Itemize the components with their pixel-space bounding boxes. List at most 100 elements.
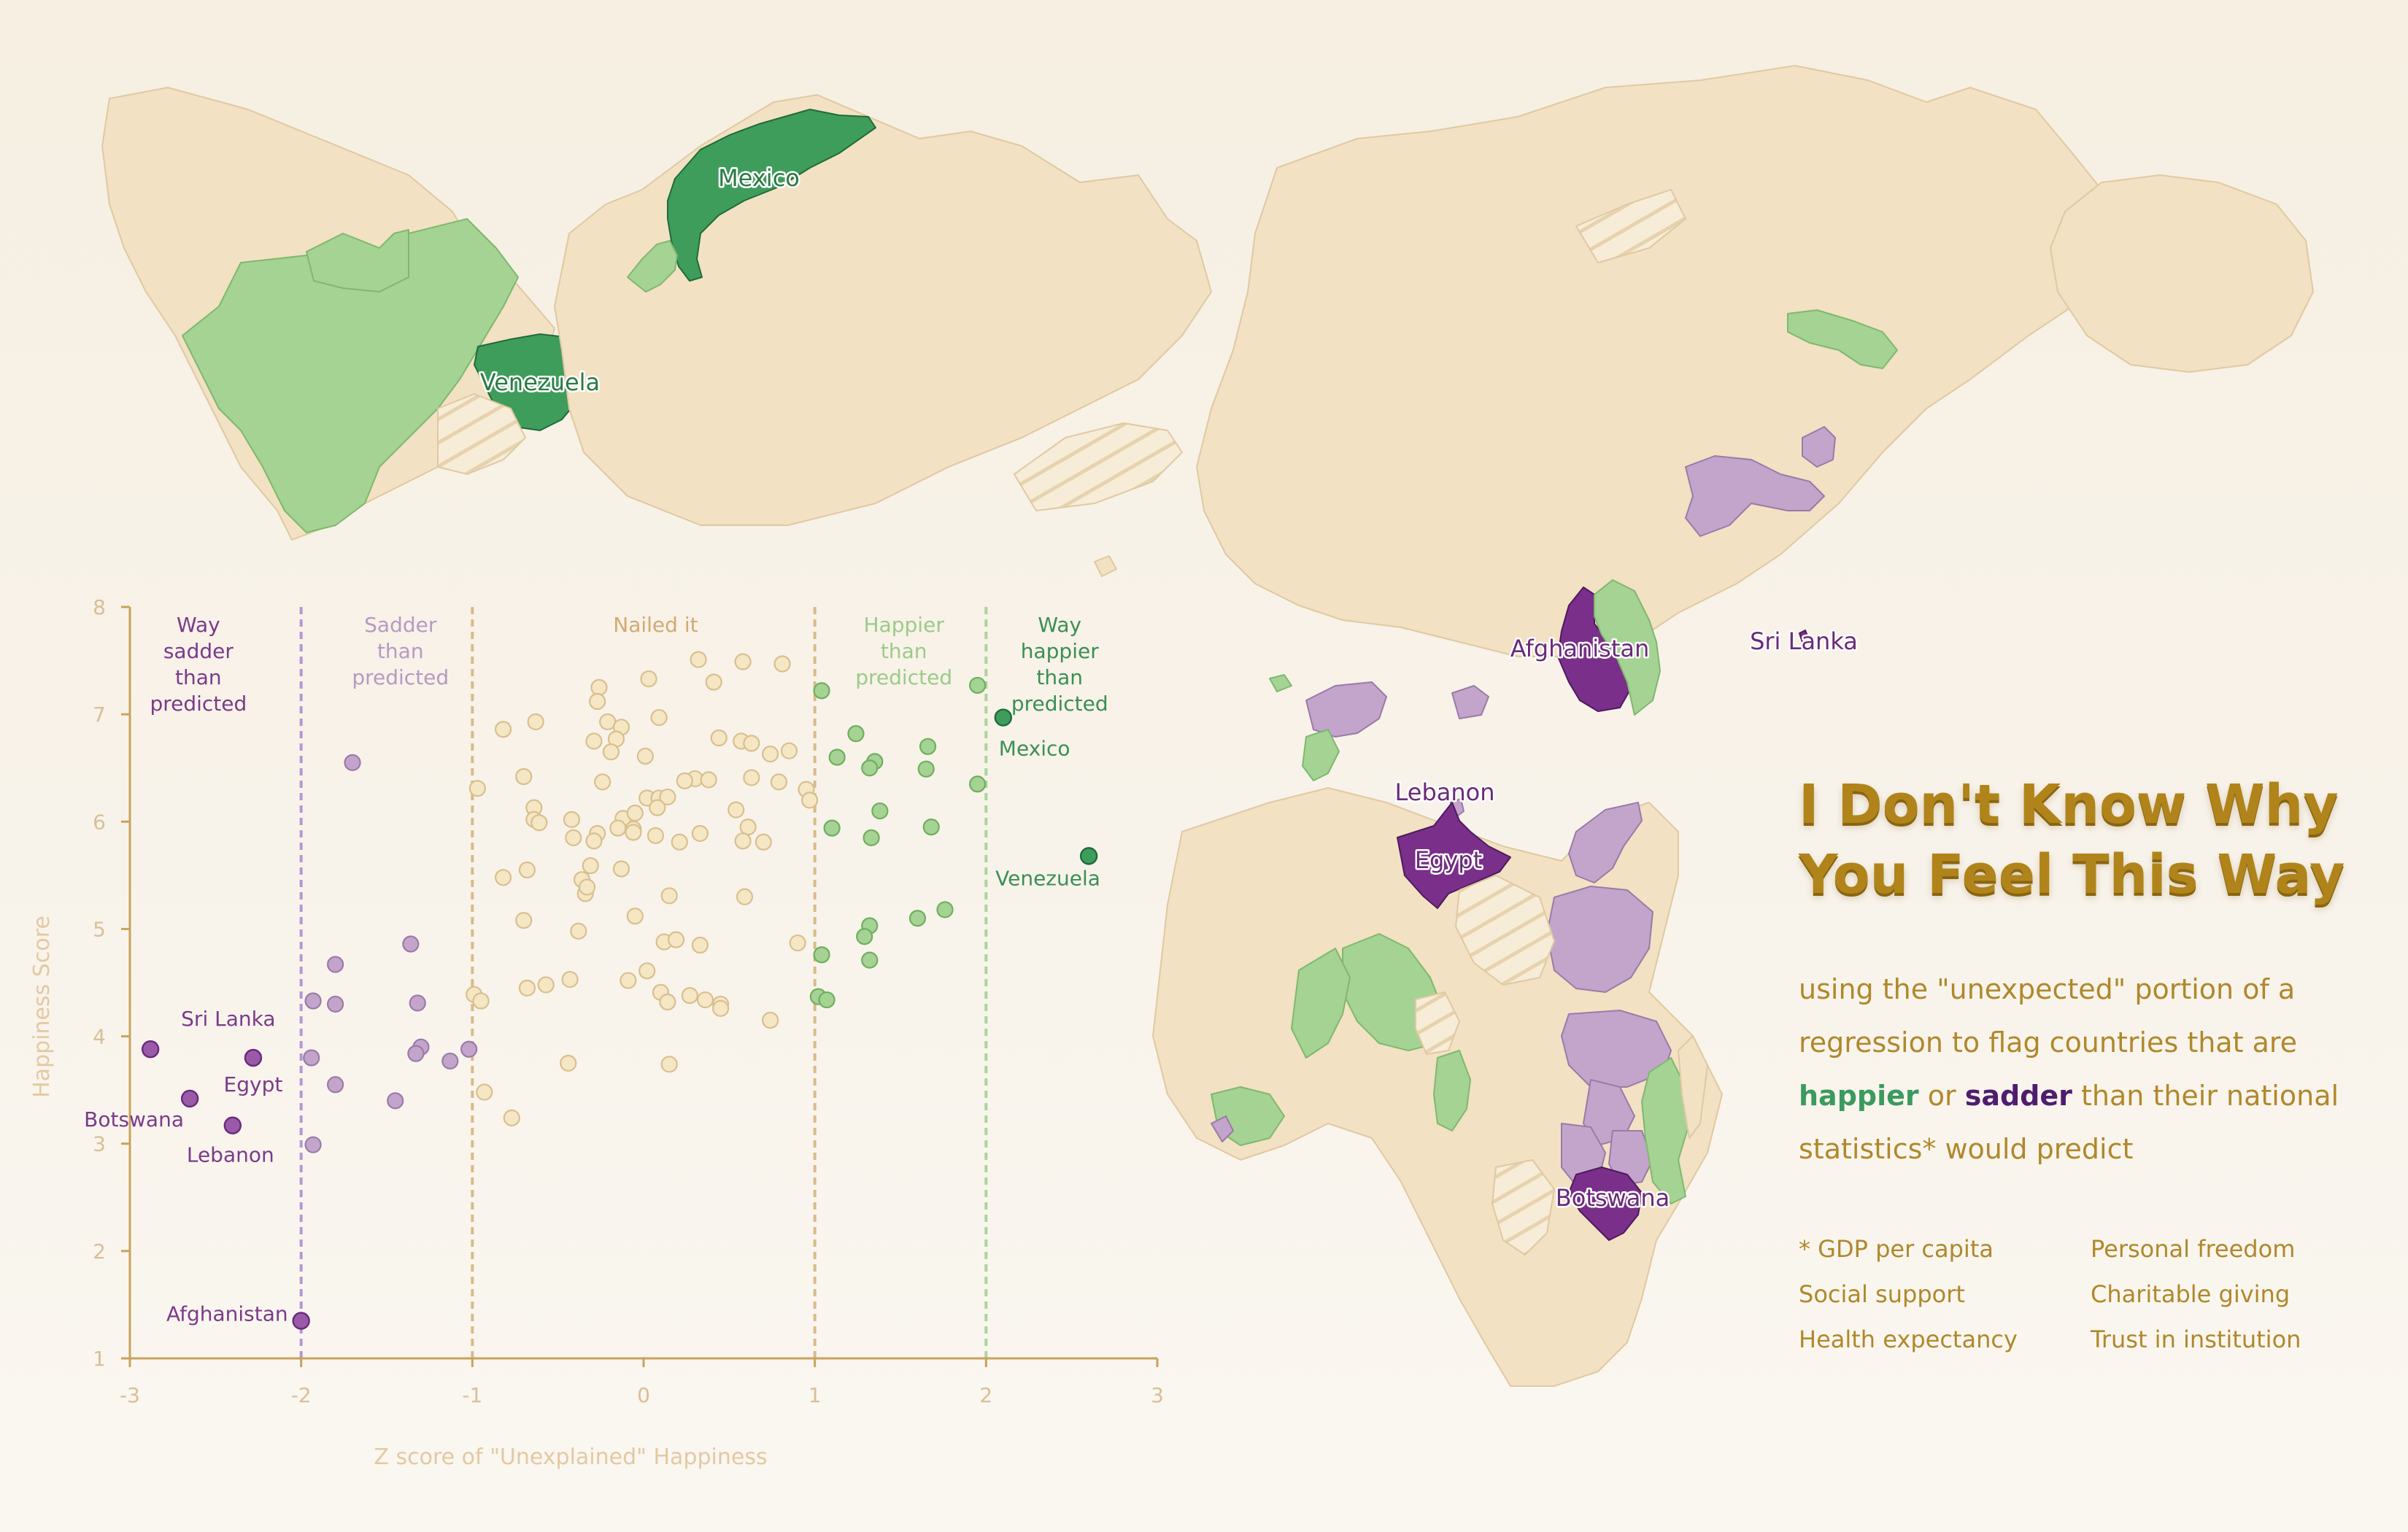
scatter-point-neutral: [736, 888, 754, 905]
scatter-point-neutral: [515, 767, 533, 786]
subtitle-sadder: sadder: [1964, 1080, 2072, 1112]
hatched-region-africa-north: [1455, 875, 1555, 986]
scatter-point-neutral: [612, 860, 630, 878]
scatter-point-neutral: [789, 934, 806, 952]
map-label-sri-lanka: Sri Lanka: [1750, 627, 1858, 655]
point-label: Egypt: [224, 1072, 283, 1096]
map-labels: Mexico Venezuela Afghanistan Sri Lanka L…: [478, 163, 1859, 1214]
country-west-coast-sadder: [1211, 1115, 1234, 1142]
scatter-point-neutral: [649, 799, 666, 816]
x-tick-label: 3: [1151, 1383, 1164, 1407]
zone-label: Way happier than predicted: [1011, 613, 1108, 716]
scatter-point-sadder: [387, 1092, 404, 1110]
scatter-point-neutral: [667, 931, 685, 948]
y-tick-label: 7: [93, 703, 106, 727]
hatched-region-south-america: [437, 393, 526, 475]
scatter-point-neutral: [691, 936, 709, 954]
scatter-point-neutral: [560, 1054, 577, 1072]
scatter-point-neutral: [582, 857, 599, 875]
scatter-point-neutral: [503, 1109, 520, 1127]
country-caucasus-sadder: [1451, 685, 1489, 719]
scatter-point-neutral: [565, 829, 582, 846]
zone-labels: Way sadder than predicted Sadder than predicte…: [150, 613, 1108, 716]
scatter-point-neutral: [626, 804, 644, 822]
scatter-point-neutral: [762, 1011, 779, 1029]
scatter-point-neutral: [681, 987, 698, 1005]
country-egypt: [1397, 802, 1511, 909]
scatter-point-happier: [823, 819, 841, 837]
scatter-point-neutral: [711, 999, 730, 1017]
subtitle: using the "unexpected" portion of a regr…: [1799, 963, 2353, 1176]
scatter-point-neutral: [659, 788, 676, 806]
scatter-point-happier: [936, 901, 954, 918]
scatter-point-sadder: [327, 956, 344, 973]
scatter-point-neutral: [530, 814, 548, 832]
scatter-points: [141, 651, 1098, 1330]
world-map: [101, 65, 2314, 1387]
scatter-point-happier: [922, 819, 940, 836]
scatter-point-neutral: [734, 653, 752, 670]
country-ukraine-sadder: [1305, 681, 1387, 738]
map-label-botswana: Botswana: [1556, 1184, 1670, 1212]
scatter-point-sadder: [327, 1076, 344, 1094]
scatter-point-neutral: [537, 976, 555, 994]
scatter-point-neutral: [589, 692, 606, 711]
y-tick-label: 6: [93, 810, 106, 834]
country-east-africa-sadder: [1546, 886, 1653, 993]
x-axis-title: Z score of "Unexplained" Happiness: [374, 1444, 767, 1470]
title-line-1: I Don't Know Why: [1799, 773, 2339, 836]
y-tick-label: 8: [93, 595, 106, 619]
map-label-mexico: Mexico: [718, 164, 800, 192]
scatter-point-neutral: [762, 745, 779, 763]
scatter-point-sadder: [344, 754, 361, 771]
scatter-point-neutral: [602, 743, 620, 761]
scatter-point-neutral: [590, 678, 608, 696]
point-label: Lebanon: [187, 1143, 274, 1167]
scatter-point-sadder: [407, 1045, 425, 1062]
country-central-asia-happier: [1594, 579, 1661, 716]
scatter-point-neutral: [585, 832, 603, 850]
y-tick-label: 1: [93, 1347, 106, 1371]
scatter-point-neutral: [691, 824, 709, 843]
hatched-region-asia: [1575, 189, 1686, 263]
scatter-point-sadder: [303, 1049, 320, 1067]
y-tick-label: 2: [93, 1239, 106, 1264]
title-line-2: You Feel This Way: [1799, 843, 2345, 906]
country-central-africa-happier: [1433, 1050, 1471, 1131]
x-tick-label: 2: [979, 1383, 992, 1407]
scatter-point-sadder: [304, 992, 322, 1010]
scatter-point-labeled: [292, 1312, 310, 1330]
scatter-point-neutral: [518, 979, 536, 997]
landmass-eurasia: [1196, 65, 2117, 657]
scatter-point-happier: [908, 910, 927, 927]
scatter-point-happier: [818, 991, 836, 1009]
zone-label: Nailed it: [613, 613, 698, 637]
scatter-point-sadder: [441, 1052, 459, 1070]
point-label: Mexico: [999, 737, 1070, 761]
factor-item: Trust in institution: [2091, 1326, 2301, 1353]
x-tick-label: -3: [120, 1383, 140, 1407]
scatter-point-neutral: [563, 811, 581, 828]
subtitle-or: or: [1927, 1080, 1956, 1112]
scatter-point-neutral: [527, 713, 544, 731]
landmass-island-2: [1678, 1035, 1708, 1139]
scatter-point-neutral: [609, 819, 627, 837]
scatter-point-neutral: [561, 970, 579, 989]
factor-item: Charitable giving: [2091, 1280, 2291, 1308]
scatter-point-neutral: [636, 747, 654, 765]
scatter-point-happier: [847, 725, 865, 743]
scatter-point-neutral: [647, 827, 665, 845]
point-label: Venezuela: [995, 866, 1100, 890]
scatter-point-neutral: [620, 972, 637, 989]
country-mongolia-china-sadder: [1685, 455, 1825, 537]
landmass-australia: [2050, 174, 2314, 373]
country-southern-africa-sadder-1: [1561, 1010, 1672, 1088]
scatter-point-neutral: [700, 771, 717, 789]
scatter-point-happier: [828, 748, 846, 766]
scatter-point-happier: [813, 946, 830, 964]
point-label: Sri Lanka: [181, 1007, 275, 1031]
scatter-point-neutral: [650, 708, 668, 727]
scatter-point-neutral: [743, 735, 760, 752]
scatter-point-labeled: [180, 1089, 199, 1108]
